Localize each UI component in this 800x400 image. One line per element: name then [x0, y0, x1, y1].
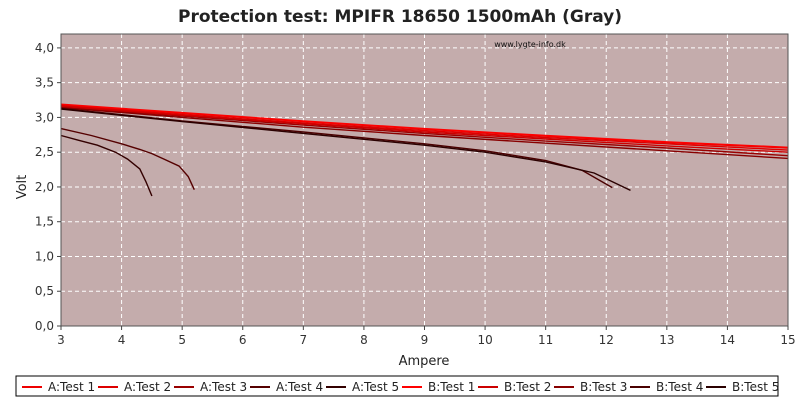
legend-item: B:Test 2	[478, 380, 551, 394]
series-line-10	[60, 108, 631, 192]
y-tick-label: 3,0	[35, 110, 54, 124]
y-tick-label: 3,5	[35, 76, 54, 90]
y-tick-label: 0,0	[35, 319, 54, 333]
legend-box	[15, 375, 779, 397]
series-line-7	[60, 105, 789, 153]
legend-item: B:Test 3	[554, 380, 627, 394]
y-tick-label: 4,0	[35, 41, 54, 55]
x-tick-label: 14	[720, 333, 735, 347]
y-tick-label: 1,0	[35, 249, 54, 263]
legend-label: B:Test 3	[580, 380, 627, 394]
legend-item: A:Test 1	[22, 380, 95, 394]
x-tick-label: 10	[477, 333, 492, 347]
x-tick-label: 7	[300, 333, 308, 347]
x-tick-label: 13	[659, 333, 674, 347]
legend-label: B:Test 5	[732, 380, 779, 394]
x-tick-label: 12	[599, 333, 614, 347]
y-axis-title: Volt	[15, 175, 30, 200]
legend-item: B:Test 4	[630, 380, 703, 394]
legend-label: B:Test 4	[656, 380, 703, 394]
y-tick-label: 1,5	[35, 215, 54, 229]
legend-item: A:Test 3	[174, 380, 247, 394]
x-tick-label: 8	[360, 333, 368, 347]
watermark: www.lygte-info.dk	[494, 40, 566, 49]
legend-label: A:Test 5	[352, 380, 399, 394]
y-tick-label: 2,0	[35, 180, 54, 194]
legend-item: B:Test 1	[402, 380, 475, 394]
y-tick-label: 0,5	[35, 284, 54, 298]
series-line-5	[60, 134, 153, 197]
legend-item: A:Test 2	[98, 380, 171, 394]
y-tick-label: 2,5	[35, 145, 54, 159]
legend-label: A:Test 2	[124, 380, 171, 394]
series-line-4	[60, 127, 195, 190]
legend-item: A:Test 5	[326, 380, 399, 394]
series-line-6	[60, 103, 789, 148]
legend-label: A:Test 1	[48, 380, 95, 394]
x-tick-label: 3	[57, 333, 65, 347]
x-axis-title: Ampere	[399, 354, 450, 369]
x-tick-label: 11	[538, 333, 553, 347]
x-tick-label: 5	[178, 333, 186, 347]
legend-label: A:Test 3	[200, 380, 247, 394]
legend-item: A:Test 4	[250, 380, 323, 394]
x-tick-label: 4	[118, 333, 126, 347]
x-tick-label: 6	[239, 333, 247, 347]
chart-title: Protection test: MPIFR 18650 1500mAh (Gr…	[178, 7, 622, 27]
legend-label: B:Test 1	[428, 380, 475, 394]
x-tick-label: 9	[421, 333, 429, 347]
legend-item: B:Test 5	[706, 380, 779, 394]
x-tick-label: 15	[780, 333, 795, 347]
legend-label: B:Test 2	[504, 380, 551, 394]
series-line-8	[60, 107, 789, 160]
legend-label: A:Test 4	[276, 380, 323, 394]
